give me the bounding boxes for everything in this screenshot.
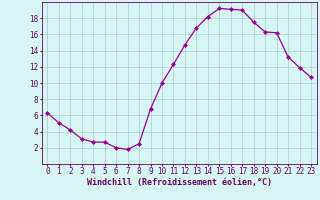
X-axis label: Windchill (Refroidissement éolien,°C): Windchill (Refroidissement éolien,°C) <box>87 178 272 187</box>
